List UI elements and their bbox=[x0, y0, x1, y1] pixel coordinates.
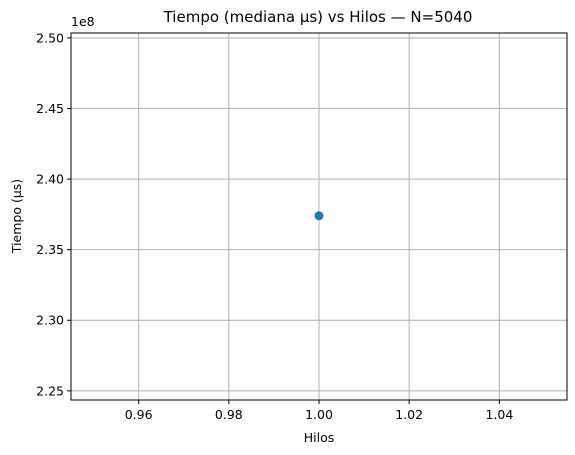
x-tick-label: 1.00 bbox=[305, 407, 333, 422]
axis-ticks: 0.96 0.98 1.00 1.02 1.04 2.25 2.30 2.35 2.40 2.45… bbox=[36, 30, 513, 422]
x-tick-label: 0.98 bbox=[215, 407, 243, 422]
y-tick-label: 2.35 bbox=[36, 242, 64, 257]
x-tick-label: 1.02 bbox=[395, 407, 423, 422]
y-axis-label: Tiempo (µs) bbox=[9, 179, 24, 254]
chart-title: Tiempo (mediana µs) vs Hilos — N=5040 bbox=[163, 8, 473, 26]
data-point bbox=[314, 211, 324, 221]
y-tick-label: 2.40 bbox=[36, 172, 64, 187]
x-tick-label: 0.96 bbox=[125, 407, 153, 422]
x-tick-label: 1.04 bbox=[485, 407, 513, 422]
x-axis-label: Hilos bbox=[304, 430, 335, 445]
y-tick-label: 2.30 bbox=[36, 313, 64, 328]
y-tick-label: 2.50 bbox=[36, 30, 64, 45]
plot-frame bbox=[70, 32, 568, 401]
y-axis-offset-text: 1e8 bbox=[71, 14, 95, 29]
y-tick-label: 2.25 bbox=[36, 383, 64, 398]
y-tick-label: 2.45 bbox=[36, 101, 64, 116]
grid bbox=[71, 33, 567, 400]
data-points bbox=[314, 211, 324, 221]
